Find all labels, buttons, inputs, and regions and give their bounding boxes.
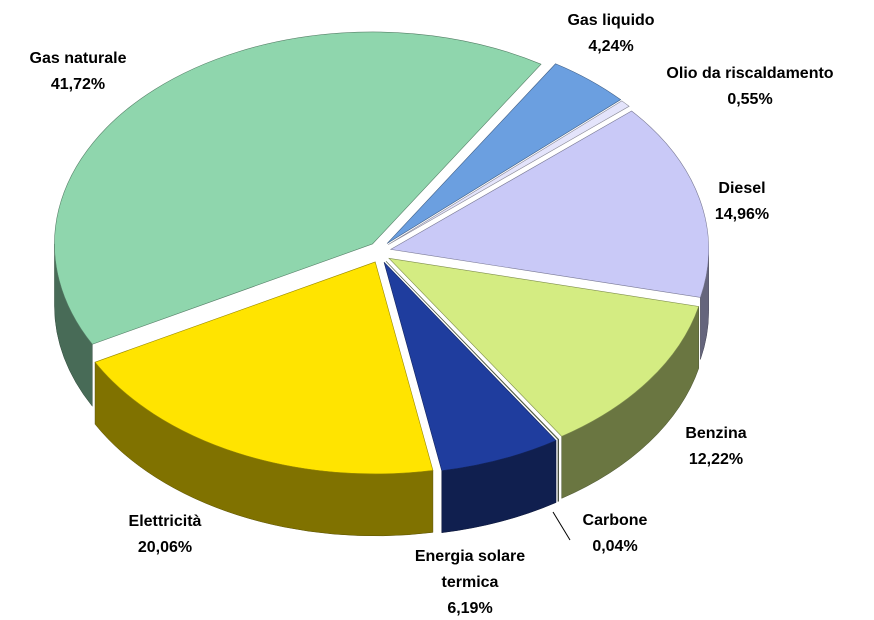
value-label: 0,04%	[592, 538, 638, 555]
slice-label: Carbone 0,04%	[495, 508, 735, 560]
slice	[385, 261, 560, 440]
value-label: 6,19%	[447, 600, 493, 617]
slice-label: Benzina 12,22%	[596, 421, 836, 473]
category-label: Diesel	[718, 180, 766, 197]
slice	[386, 63, 622, 244]
slice	[94, 261, 434, 475]
slice-label: Elettricità 20,06%	[45, 509, 285, 561]
category-label: Elettricità	[128, 513, 202, 530]
value-label: 0,55%	[727, 91, 773, 108]
category-label: Gas liquido	[567, 12, 655, 29]
category-label: Energia solare termica	[414, 548, 526, 591]
category-label: Benzina	[685, 425, 747, 442]
slice	[383, 262, 557, 472]
slice	[54, 31, 542, 345]
leader-line	[552, 511, 571, 541]
value-label: 14,96%	[714, 206, 770, 223]
slice-label: Energia solare termica 6,19%	[395, 544, 545, 620]
slice-label: Diesel 14,96%	[622, 176, 862, 228]
category-label: Gas naturale	[29, 50, 127, 67]
category-label: Olio da riscaldamento	[666, 65, 834, 82]
value-label: 20,06%	[137, 539, 193, 556]
value-label: 41,72%	[50, 76, 106, 93]
category-label: Carbone	[582, 512, 648, 529]
slice-label: Olio da riscaldamento 0,55%	[630, 61, 870, 113]
value-label: 12,22%	[688, 451, 744, 468]
slice	[388, 257, 700, 437]
slice-label: Gas liquido 4,24%	[491, 8, 731, 60]
value-label: 4,24%	[588, 38, 634, 55]
slice	[389, 110, 709, 298]
slice-label: Gas naturale 41,72%	[0, 46, 198, 98]
slice-side	[557, 438, 559, 502]
slice	[388, 100, 630, 245]
